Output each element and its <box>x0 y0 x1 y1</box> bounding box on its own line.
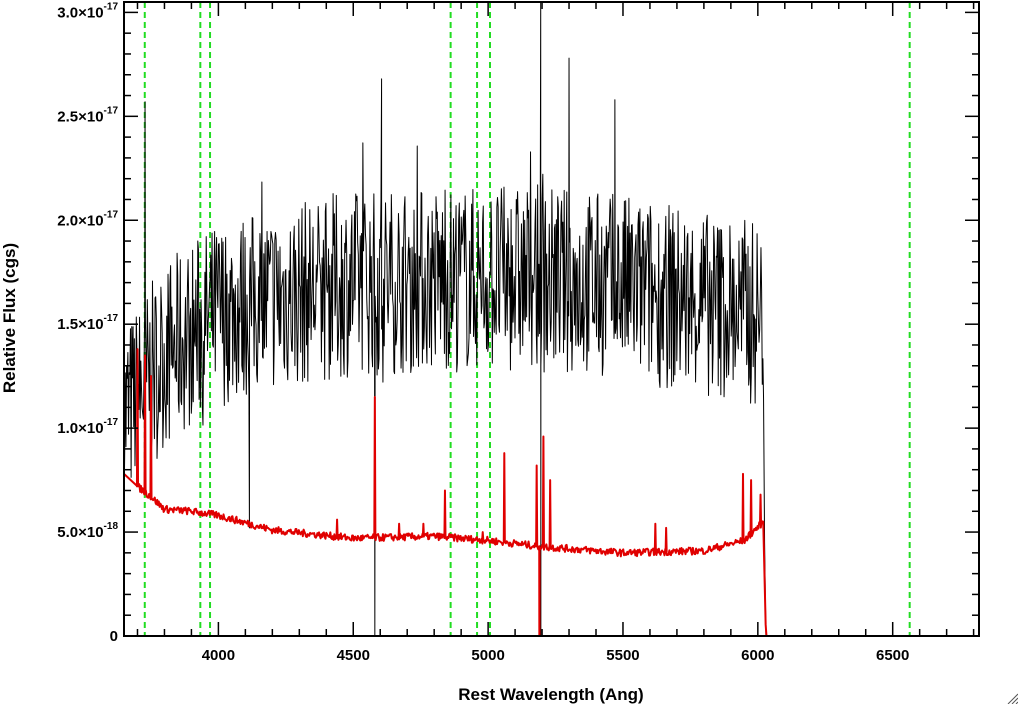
y-tick-label: 3.0×10-17 <box>57 1 118 21</box>
x-tick-label: 6500 <box>876 647 909 664</box>
observed-spectrum-line <box>123 1 767 637</box>
model-spectrum-line <box>123 348 979 637</box>
y-tick-label: 2.0×10-17 <box>57 209 118 229</box>
plot-frame <box>123 1 980 637</box>
y-tick-label: 0 <box>110 628 118 645</box>
spectrum-series <box>123 1 979 637</box>
x-tick-label: 5000 <box>471 647 504 664</box>
y-tick-label: 1.0×10-17 <box>57 417 118 437</box>
y-tick-label: 2.5×10-17 <box>57 105 118 125</box>
plot-axes: 4000 4500 5000 5500 6000 6500 0 5.0×10-18 1.0×10… <box>57 1 980 664</box>
resize-grip-icon[interactable] <box>1006 692 1018 704</box>
x-tick-label: 5500 <box>606 647 639 664</box>
x-axis-title: Rest Wavelength (Ang) <box>458 685 643 704</box>
y-tick-label: 1.5×10-17 <box>57 313 118 333</box>
x-tick-label: 4500 <box>337 647 370 664</box>
y-axis-title: Relative Flux (cgs) <box>0 243 19 393</box>
x-tick-label: 4000 <box>202 647 235 664</box>
y-tick-label: 5.0×10-18 <box>57 521 118 541</box>
x-tick-label: 6000 <box>741 647 774 664</box>
